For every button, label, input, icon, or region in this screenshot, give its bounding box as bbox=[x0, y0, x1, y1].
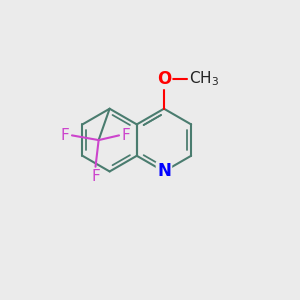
Text: F: F bbox=[122, 128, 130, 143]
Text: N: N bbox=[157, 163, 171, 181]
Text: O: O bbox=[157, 70, 171, 88]
Text: F: F bbox=[91, 169, 100, 184]
Text: F: F bbox=[61, 128, 69, 143]
Text: CH$_3$: CH$_3$ bbox=[189, 70, 219, 88]
